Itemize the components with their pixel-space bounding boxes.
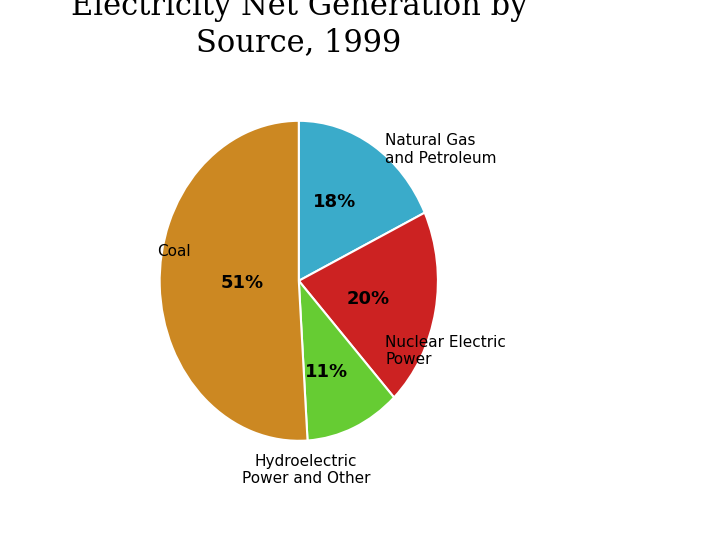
- Title: Electricity Net Generation by
Source, 1999: Electricity Net Generation by Source, 19…: [71, 0, 527, 58]
- Wedge shape: [299, 281, 394, 441]
- Wedge shape: [299, 213, 438, 397]
- Text: 20%: 20%: [347, 291, 390, 308]
- Text: Natural Gas
and Petroleum: Natural Gas and Petroleum: [385, 133, 497, 166]
- Wedge shape: [299, 121, 425, 281]
- Text: 11%: 11%: [305, 363, 348, 381]
- Text: 51%: 51%: [220, 274, 264, 292]
- Text: Coal: Coal: [157, 245, 190, 260]
- Text: 18%: 18%: [312, 193, 356, 212]
- Text: Nuclear Electric
Power: Nuclear Electric Power: [385, 335, 506, 367]
- Text: Hydroelectric
Power and Other: Hydroelectric Power and Other: [241, 454, 370, 486]
- Wedge shape: [160, 121, 307, 441]
